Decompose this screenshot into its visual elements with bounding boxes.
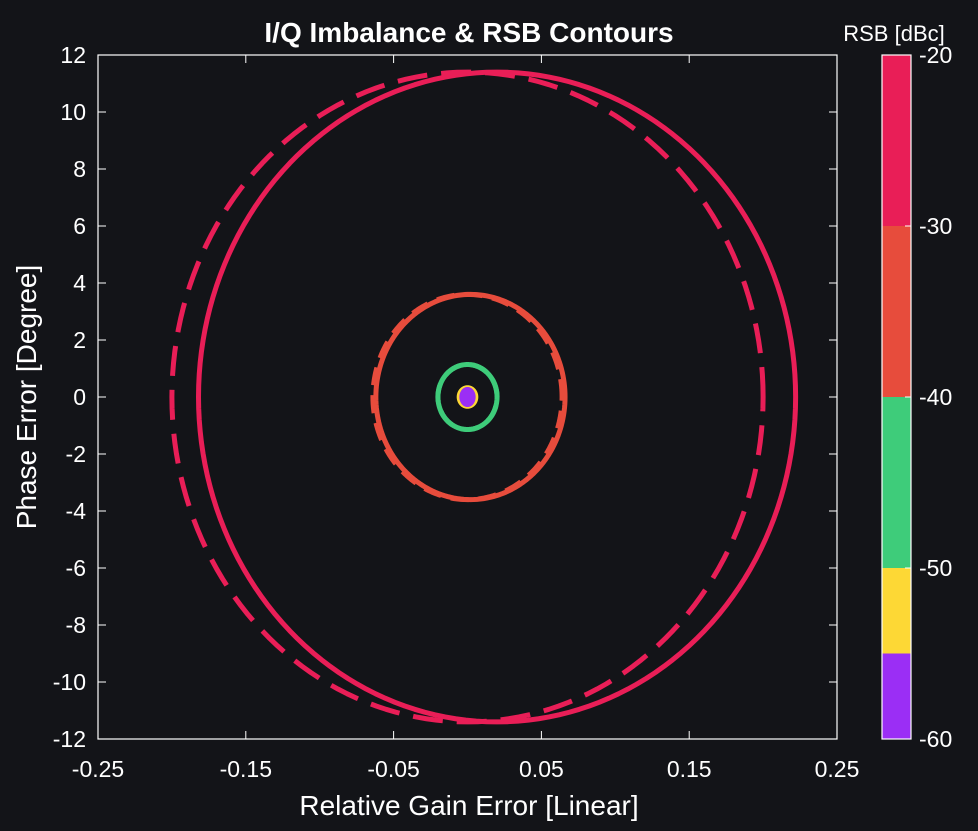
x-tick-label: 0.15 [667, 756, 712, 782]
y-tick-label: -6 [66, 555, 86, 581]
y-tick-label: -8 [66, 612, 86, 638]
x-tick-label: -0.05 [367, 756, 419, 782]
colorbar-band [882, 55, 911, 226]
y-tick-label: 4 [73, 270, 86, 296]
colorbar-band [882, 226, 911, 397]
y-tick-label: -10 [53, 669, 86, 695]
y-tick-label: 10 [60, 99, 86, 125]
colorbar: -20 -30 -40 -50 -60 [881, 42, 952, 752]
colorbar-tick-label: -20 [919, 42, 952, 68]
chart-title: I/Q Imbalance & RSB Contours [264, 17, 673, 48]
contour-30dbc-dashed [370, 291, 565, 503]
y-tick-label: 6 [73, 213, 86, 239]
contour-60dbc-solid [459, 386, 476, 408]
contour-40dbc-dashed [435, 362, 500, 432]
colorbar-band [882, 397, 911, 568]
y-tick-label: -4 [66, 498, 87, 524]
y-tick-label: 0 [73, 384, 86, 410]
colorbar-tick-label: -50 [919, 555, 952, 581]
x-tick-label: 0.05 [519, 756, 564, 782]
colorbar-band [882, 653, 911, 739]
plot-area: -0.25 -0.15 -0.05 0.05 0.15 0.25 12 10 8 6 4 2 0 -2 -4… [53, 42, 860, 782]
colorbar-tick-label: -40 [919, 384, 952, 410]
colorbar-tick-label: -60 [919, 726, 952, 752]
y-tick-label: 8 [73, 156, 86, 182]
y-axis-title: Phase Error [Degree] [11, 265, 42, 530]
colorbar-band [882, 568, 911, 654]
y-tick-label: -12 [53, 726, 86, 752]
y-tick-label: 12 [60, 42, 86, 68]
x-axis-title: Relative Gain Error [Linear] [299, 790, 638, 821]
contour-20dbc-dashed [169, 69, 766, 725]
x-tick-label: -0.15 [220, 756, 272, 782]
contour-20dbc-solid [196, 69, 799, 725]
x-tick-label: 0.25 [815, 756, 860, 782]
x-tick-label: -0.25 [72, 756, 124, 782]
y-tick-label: -2 [66, 441, 86, 467]
colorbar-title: RSB [dBc] [843, 21, 944, 46]
contour-layer [169, 69, 799, 725]
colorbar-tick-label: -30 [919, 213, 952, 239]
y-tick-label: 2 [73, 327, 86, 353]
